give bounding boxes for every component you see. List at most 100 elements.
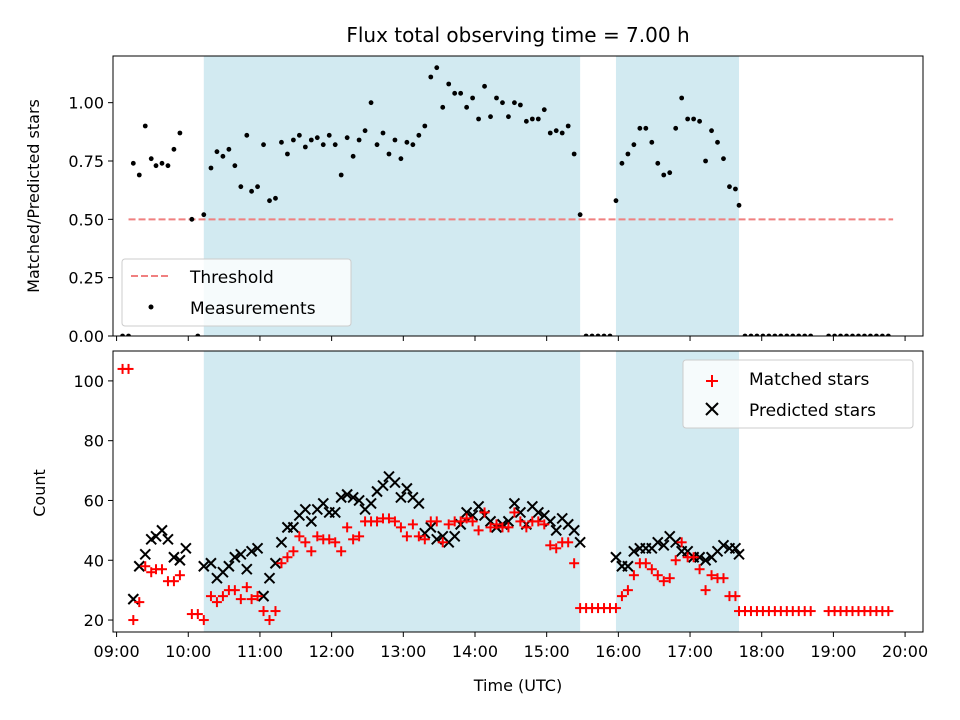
measurement-point [571,151,577,157]
bottom-panel: 20 40 60 80 100 09:00 10:00 11:00 12:00 13:00 14:… [30,350,928,695]
bottom-shaded-windows [203,351,740,632]
measurement-point [733,186,738,192]
matched-stars-point [205,591,216,602]
measurement-point [760,333,766,336]
matched-stars-point [646,564,657,575]
predicted-stars-point [699,554,712,566]
measurement-point [736,202,742,208]
legend-measurements-swatch [148,304,154,310]
measurement-point [142,123,148,129]
measurement-point [398,156,404,162]
predicted-stars-point [251,542,264,555]
measurement-point [631,142,637,148]
matched-stars-point [128,615,139,626]
matched-stars-point [276,558,287,569]
measurement-point [541,107,547,113]
bottom-y-ticks: 20 40 60 80 100 [73,372,113,630]
y-tick-label: 0.25 [68,269,104,288]
measurement-point [350,153,356,159]
measurement-point [754,333,760,336]
y-tick-label: 40 [84,551,104,570]
measurement-point [267,198,272,204]
y-tick-label: 20 [84,611,104,630]
measurement-point [517,102,523,108]
x-tick-label: 14:00 [452,642,498,661]
measurement-point [416,132,422,138]
measurement-point [120,333,125,336]
measurement-point [422,123,428,129]
matched-stars-point [467,516,478,527]
predicted-stars-point [275,536,288,549]
matched-stars-point [288,546,299,557]
matched-stars-point [168,576,179,587]
matched-stars-point [282,552,293,563]
measurement-point [356,137,362,143]
measurement-point [685,116,691,122]
x-tick-label: 20:00 [882,642,928,661]
matched-stars-point [156,564,167,575]
predicted-stars-point [180,542,192,555]
measurement-point [826,333,832,336]
matched-stars-point [485,522,496,533]
measurement-point [661,172,667,178]
matched-stars-point [461,513,472,524]
x-tick-label: 18:00 [739,642,785,661]
measurement-point [535,116,541,122]
measurement-point [721,156,726,162]
predicted-stars-point [658,539,670,552]
top-legend: Threshold Measurements [121,258,352,327]
measurement-point [742,333,748,336]
predicted-stars-point [514,506,527,519]
chart-title: Flux total observing time = 7.00 h [346,23,689,47]
matched-stars-point [294,531,305,542]
predicted-stars-point [669,536,682,549]
matched-stars-point [270,606,281,617]
measurement-point [153,163,159,169]
measurement-point [440,104,446,110]
measurement-point [326,132,332,138]
measurement-point [506,114,511,120]
top-y-ticks: 0.00 0.25 0.50 0.75 1.00 [68,94,113,346]
measurement-point [649,139,655,145]
predicted-stars-point [162,533,174,546]
predicted-stars-point [341,488,353,501]
measurement-point [130,160,136,166]
measurement-point [691,116,697,122]
matched-stars-point [306,546,317,557]
measurement-point [261,142,266,148]
predicted-stars-point [263,572,276,584]
matched-stars-point [395,522,406,533]
measurement-point [136,172,142,178]
measurement-point [494,95,499,101]
bottom-legend: Matched stars Predicted stars [682,359,914,429]
matched-stars-point [419,534,430,545]
matched-stars-point [192,609,203,620]
measurement-point [547,130,553,136]
y-tick-label: 0.00 [68,327,104,346]
matched-stars-point [545,540,556,551]
measurement-point [488,114,493,120]
matched-stars-point [805,606,816,617]
predicted-stars-point [205,557,217,569]
matched-stars-point [700,585,711,596]
matched-stars-point [431,516,442,527]
top-x-ticks [116,336,906,341]
predicted-stars-point [317,497,329,510]
legend-measurements-label: Measurements [190,299,316,319]
matched-stars-point [342,522,353,533]
measurement-point [320,142,326,148]
predicted-stars-point [574,536,586,549]
predicted-stars-point [257,590,270,602]
predicted-stars-point [389,476,401,489]
matched-stars-point [241,582,252,593]
matched-stars-point [140,561,151,572]
matched-stars-point [455,516,466,527]
matched-stars-point [730,591,741,602]
measurement-point [195,333,201,336]
measurement-point [844,333,849,336]
measurement-point [290,137,296,143]
matched-stars-point [443,519,454,530]
measurement-point [577,212,583,218]
predicted-stars-point [347,491,359,504]
matched-stars-point [658,576,669,587]
